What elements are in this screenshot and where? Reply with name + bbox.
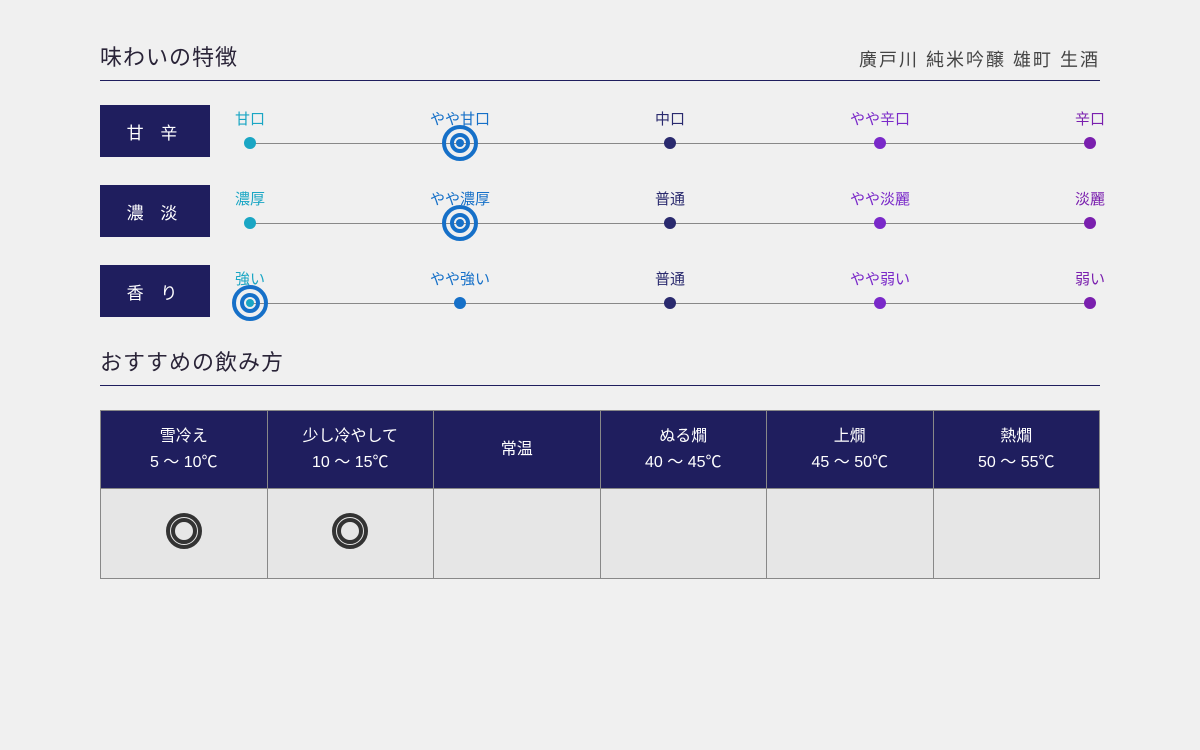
- serving-cell: [600, 489, 767, 579]
- scale-stop: 淡麗: [1080, 185, 1100, 237]
- scale-stop-label: 濃厚: [235, 188, 265, 209]
- scale-dot: [456, 139, 464, 147]
- serving-column-header: ぬる燗40 〜 45℃: [600, 411, 767, 489]
- scale-stop: 普通: [660, 185, 680, 237]
- scale-stop-label: 普通: [655, 188, 685, 209]
- scale-dot: [874, 137, 886, 149]
- scale-stop: 普通: [660, 265, 680, 317]
- scale-axis-label: 濃 淡: [100, 185, 210, 237]
- serving-table: 雪冷え5 〜 10℃少し冷やして10 〜 15℃常温ぬる燗40 〜 45℃上燗4…: [100, 410, 1100, 579]
- scale-stops: 甘口 やや甘口 中口 やや辛口 辛口: [240, 105, 1100, 157]
- scale-stop-label: 弱い: [1075, 268, 1105, 289]
- serving-temp: 50 〜 55℃: [934, 450, 1100, 476]
- scale-stop-label: やや強い: [430, 268, 490, 289]
- recommended-icon: [332, 513, 368, 549]
- section-title-taste: 味わいの特徴: [100, 40, 238, 72]
- serving-name: 少し冷やして: [268, 424, 434, 450]
- scale-stop: やや濃厚: [450, 185, 470, 237]
- recommended-icon: [166, 513, 202, 549]
- scale-track: 強い やや強い 普通 やや弱い 弱い: [240, 265, 1100, 317]
- scale-stops: 濃厚 やや濃厚 普通 やや淡麗 淡麗: [240, 185, 1100, 237]
- serving-name: 常温: [434, 437, 600, 463]
- serving-column-header: 雪冷え5 〜 10℃: [101, 411, 268, 489]
- scale-dot: [244, 217, 256, 229]
- serving-column-header: 少し冷やして10 〜 15℃: [267, 411, 434, 489]
- serving-column-header: 常温: [434, 411, 601, 489]
- scale-stop: 中口: [660, 105, 680, 157]
- scale-stop-label: 辛口: [1075, 108, 1105, 129]
- serving-name: 雪冷え: [101, 424, 267, 450]
- scale-dot: [664, 297, 676, 309]
- scale-stop: やや甘口: [450, 105, 470, 157]
- scale-stop-label: 普通: [655, 268, 685, 289]
- scale-stop: 弱い: [1080, 265, 1100, 317]
- scale-dot: [1084, 217, 1096, 229]
- serving-temp: 40 〜 45℃: [601, 450, 767, 476]
- scale-dot: [874, 217, 886, 229]
- scale-track: 濃厚 やや濃厚 普通 やや淡麗 淡麗: [240, 185, 1100, 237]
- serving-cell: [267, 489, 434, 579]
- scale-dot: [664, 217, 676, 229]
- serving-name: 熱燗: [934, 424, 1100, 450]
- serving-cell: [933, 489, 1100, 579]
- scale-dot: [244, 137, 256, 149]
- serving-temp: 45 〜 50℃: [767, 450, 933, 476]
- scale-stop-label: やや弱い: [850, 268, 910, 289]
- scale-stop-label: 甘口: [235, 108, 265, 129]
- scale-axis-label: 香 り: [100, 265, 210, 317]
- scale-row: 香 り強い やや強い 普通 やや弱い 弱い: [100, 265, 1100, 317]
- scale-row: 濃 淡濃厚やや濃厚普通やや淡麗淡麗: [100, 185, 1100, 237]
- scale-track: 甘口 やや甘口 中口 やや辛口 辛口: [240, 105, 1100, 157]
- serving-cell: [767, 489, 934, 579]
- scale-stop-label: 淡麗: [1075, 188, 1105, 209]
- taste-header: 味わいの特徴 廣戸川 純米吟醸 雄町 生酒: [100, 40, 1100, 81]
- scale-dot: [246, 299, 254, 307]
- scale-stop: 強い: [240, 265, 260, 317]
- scale-stops: 強い やや強い 普通 やや弱い 弱い: [240, 265, 1100, 317]
- serving-column-header: 上燗45 〜 50℃: [767, 411, 934, 489]
- serving-column-header: 熱燗50 〜 55℃: [933, 411, 1100, 489]
- scale-stop: やや弱い: [870, 265, 890, 317]
- section-title-serving: おすすめの飲み方: [100, 345, 1100, 386]
- product-name: 廣戸川 純米吟醸 雄町 生酒: [859, 46, 1100, 72]
- serving-temp: 10 〜 15℃: [268, 450, 434, 476]
- scale-dot: [1084, 137, 1096, 149]
- serving-cell: [101, 489, 268, 579]
- serving-temp: 5 〜 10℃: [101, 450, 267, 476]
- scale-axis-label: 甘 辛: [100, 105, 210, 157]
- scale-stop: やや強い: [450, 265, 470, 317]
- scale-dot: [1084, 297, 1096, 309]
- scale-dot: [664, 137, 676, 149]
- scale-stop: 甘口: [240, 105, 260, 157]
- scale-dot: [456, 219, 464, 227]
- serving-cell: [434, 489, 601, 579]
- scale-stop: やや辛口: [870, 105, 890, 157]
- scale-stop-label: やや辛口: [850, 108, 910, 129]
- scale-row: 甘 辛甘口やや甘口中口やや辛口辛口: [100, 105, 1100, 157]
- serving-name: ぬる燗: [601, 424, 767, 450]
- scale-stop: やや淡麗: [870, 185, 890, 237]
- scale-stop: 濃厚: [240, 185, 260, 237]
- scale-dot: [454, 297, 466, 309]
- scale-stop-label: やや淡麗: [850, 188, 910, 209]
- scale-stop: 辛口: [1080, 105, 1100, 157]
- scale-dot: [874, 297, 886, 309]
- serving-name: 上燗: [767, 424, 933, 450]
- scale-stop-label: 中口: [655, 108, 685, 129]
